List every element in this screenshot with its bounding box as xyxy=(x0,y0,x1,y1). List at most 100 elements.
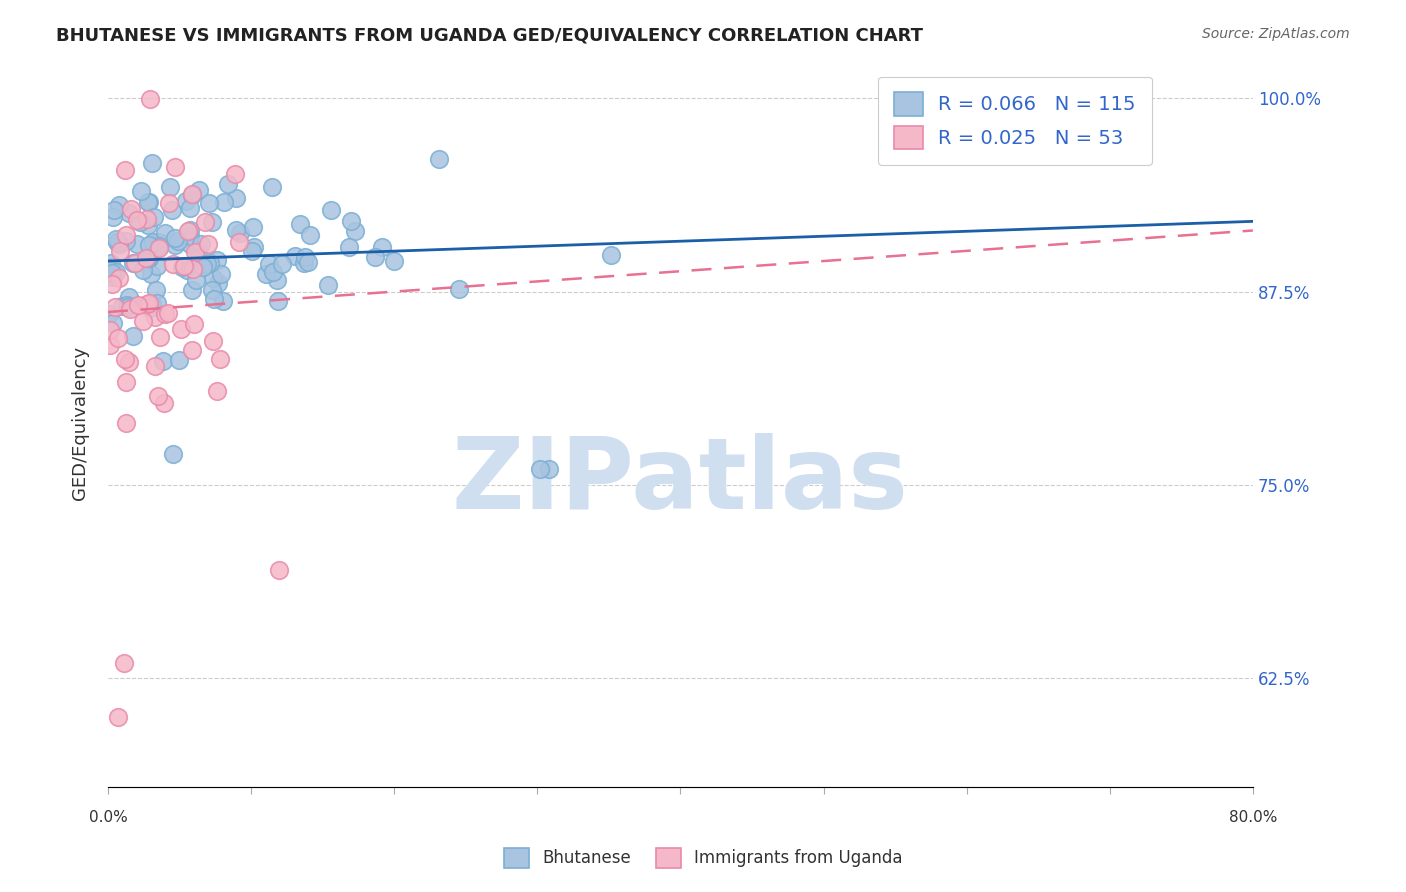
Point xyxy=(183,317,205,331)
Text: Source: ZipAtlas.com: Source: ZipAtlas.com xyxy=(1202,27,1350,41)
Point xyxy=(194,215,217,229)
Text: BHUTANESE VS IMMIGRANTS FROM UGANDA GED/EQUIVALENCY CORRELATION CHART: BHUTANESE VS IMMIGRANTS FROM UGANDA GED/… xyxy=(56,27,924,45)
Point xyxy=(201,215,224,229)
Point xyxy=(136,195,159,210)
Point xyxy=(146,235,169,249)
Point xyxy=(186,244,208,259)
Point xyxy=(242,220,264,235)
Point xyxy=(166,234,188,248)
Point xyxy=(136,250,159,264)
Point xyxy=(447,282,470,296)
Point xyxy=(101,269,124,284)
Point xyxy=(271,257,294,271)
Point xyxy=(217,178,239,192)
Point xyxy=(201,334,224,348)
Point xyxy=(105,232,128,246)
Point xyxy=(204,292,226,306)
Point xyxy=(114,352,136,367)
Point xyxy=(138,238,160,252)
Point xyxy=(262,265,284,279)
Point xyxy=(142,235,165,249)
Point xyxy=(103,317,125,331)
Point xyxy=(198,256,221,270)
Point xyxy=(118,301,141,316)
Point xyxy=(209,267,232,281)
Point xyxy=(138,251,160,265)
Point xyxy=(143,359,166,373)
Point xyxy=(181,187,204,202)
Point xyxy=(127,236,149,251)
Point xyxy=(101,264,124,278)
Point xyxy=(195,258,218,272)
Point xyxy=(163,238,186,252)
Point xyxy=(269,563,291,577)
Point xyxy=(202,271,225,285)
Point xyxy=(599,248,621,262)
Point xyxy=(115,228,138,243)
Point xyxy=(208,351,231,366)
Point xyxy=(174,194,197,209)
Point xyxy=(179,237,201,252)
Point xyxy=(127,298,149,312)
Point xyxy=(146,295,169,310)
Point xyxy=(141,267,163,281)
Point xyxy=(107,710,129,724)
Point xyxy=(108,236,131,251)
Legend: Bhutanese, Immigrants from Uganda: Bhutanese, Immigrants from Uganda xyxy=(496,841,910,875)
Point xyxy=(538,462,561,476)
Point xyxy=(135,211,157,226)
Point xyxy=(107,236,129,251)
Point xyxy=(117,206,139,220)
Point xyxy=(124,256,146,270)
Point xyxy=(191,260,214,274)
Point xyxy=(118,354,141,368)
Point xyxy=(148,241,170,255)
Point xyxy=(122,256,145,270)
Point xyxy=(183,261,205,276)
Point xyxy=(118,290,141,304)
Point xyxy=(165,160,187,174)
Point xyxy=(169,353,191,368)
Point xyxy=(173,259,195,273)
Point xyxy=(114,162,136,177)
Point xyxy=(138,194,160,209)
Point xyxy=(120,202,142,216)
Point xyxy=(153,307,176,321)
Point xyxy=(184,273,207,287)
Point xyxy=(132,313,155,327)
Point xyxy=(135,251,157,265)
Point xyxy=(343,224,366,238)
Point xyxy=(529,462,551,476)
Point xyxy=(159,180,181,194)
Point xyxy=(240,244,263,258)
Point xyxy=(104,300,127,314)
Point xyxy=(153,227,176,241)
Point xyxy=(176,224,198,238)
Point xyxy=(292,255,315,269)
Point xyxy=(100,255,122,269)
Point xyxy=(297,255,319,269)
Point xyxy=(129,184,152,198)
Point xyxy=(427,153,450,167)
Point xyxy=(100,260,122,275)
Point xyxy=(111,299,134,313)
Point xyxy=(337,240,360,254)
Point xyxy=(108,198,131,212)
Point xyxy=(181,186,204,201)
Point xyxy=(179,201,201,215)
Point xyxy=(157,196,180,211)
Point xyxy=(197,237,219,252)
Point xyxy=(153,396,176,410)
Point xyxy=(141,296,163,310)
Point xyxy=(101,266,124,280)
Point xyxy=(128,215,150,229)
Point xyxy=(266,273,288,287)
Point xyxy=(288,217,311,231)
Point xyxy=(298,228,321,243)
Point xyxy=(319,202,342,217)
Point xyxy=(110,244,132,258)
Point xyxy=(138,301,160,315)
Point xyxy=(257,257,280,271)
Point xyxy=(224,167,246,181)
Point xyxy=(114,376,136,390)
